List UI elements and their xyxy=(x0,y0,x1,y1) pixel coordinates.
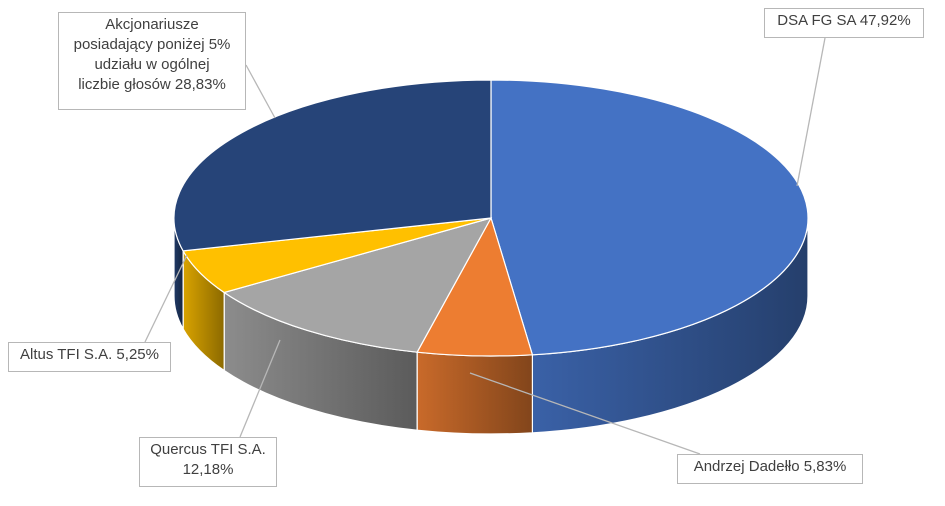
pie-slice-quercus-tfi xyxy=(222,217,493,353)
data-label-line: Quercus TFI S.A. xyxy=(150,441,266,458)
data-label-altus-tfi: Altus TFI S.A. 5,25% xyxy=(8,342,171,372)
pie-slice-akcjonariusze xyxy=(173,79,492,252)
data-label-line: Akcjonariusze xyxy=(105,16,199,33)
leader-line-akcjonariusze xyxy=(245,64,276,119)
data-label-line: 12,18% xyxy=(182,461,234,478)
leader-line-dsa-fg-sa xyxy=(796,37,826,187)
data-label-text: DSA FG SA 47,92% xyxy=(777,12,911,29)
data-label-text: Andrzej Dadełło 5,83% xyxy=(693,458,847,475)
pie-slice-side-andrzej-dadello xyxy=(416,351,534,435)
data-label-line: udziału w ogólnej xyxy=(94,56,210,73)
data-label-text: Altus TFI S.A. 5,25% xyxy=(20,346,159,363)
data-label-quercus-tfi: Quercus TFI S.A. 12,18% xyxy=(139,437,277,487)
data-label-line: posiadający poniżej 5% xyxy=(73,36,231,53)
data-label-akcjonariusze: Akcjonariusze posiadający poniżej 5% udz… xyxy=(58,12,246,110)
data-label-line: liczbie głosów 28,83% xyxy=(78,76,226,93)
leader-line-quercus-tfi xyxy=(239,339,281,438)
pie-slice-dsa-fg-sa xyxy=(490,79,809,356)
leader-line-altus-tfi xyxy=(144,254,188,343)
data-label-andrzej-dadello: Andrzej Dadełło 5,83% xyxy=(677,454,863,484)
leader-line-andrzej-dadello xyxy=(469,372,701,455)
data-label-dsa-fg-sa: DSA FG SA 47,92% xyxy=(764,8,924,38)
